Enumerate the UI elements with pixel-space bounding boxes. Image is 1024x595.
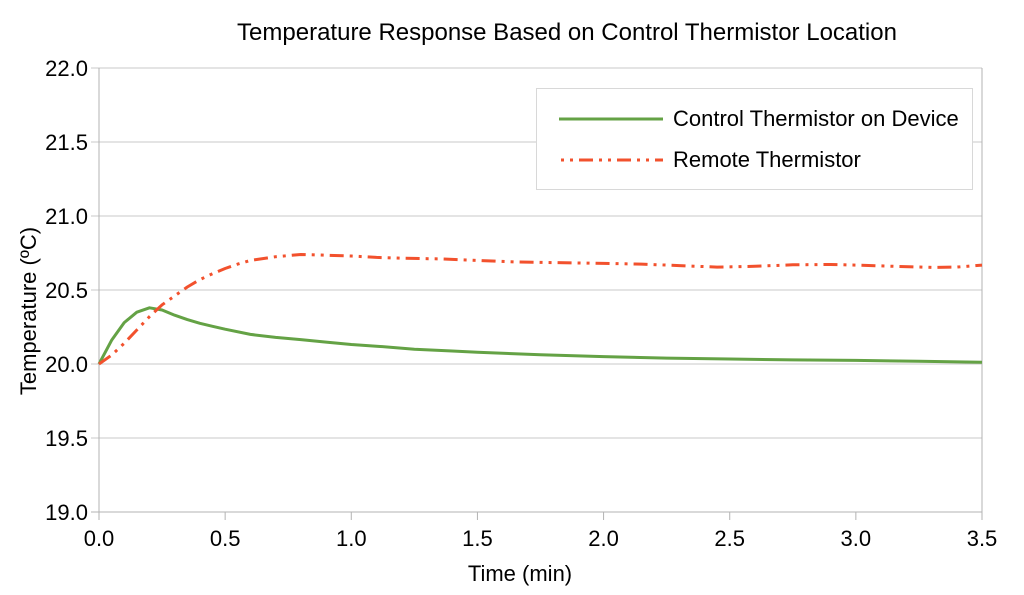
- series-line-1: [98, 253, 983, 366]
- y-tick-label: 22.0: [45, 56, 88, 81]
- y-tick-label: 19.5: [45, 426, 88, 451]
- y-tick-label: 21.5: [45, 130, 88, 155]
- legend: Control Thermistor on Device Remote Ther…: [536, 88, 973, 190]
- y-tick-label: 20.5: [45, 278, 88, 303]
- x-tick-label: 0.0: [84, 526, 115, 551]
- x-tick-label: 2.0: [588, 526, 619, 551]
- x-axis-title: Time (min): [467, 561, 573, 586]
- x-tick-label: 1.0: [336, 526, 367, 551]
- x-tick-label: 3.0: [841, 526, 872, 551]
- y-tick-label: 21.0: [45, 204, 88, 229]
- x-tick-label: 3.5: [967, 526, 998, 551]
- legend-label-remote: Remote Thermistor: [673, 146, 861, 172]
- legend-line-sample-remote: [559, 158, 663, 161]
- y-tick-label: 19.0: [45, 500, 88, 525]
- x-tick-label: 1.5: [462, 526, 493, 551]
- x-tick-label: 2.5: [714, 526, 745, 551]
- chart-title: Temperature Response Based on Control Th…: [237, 19, 897, 46]
- series-line-0: [97, 306, 983, 365]
- legend-item-remote-thermistor: Remote Thermistor: [559, 144, 972, 176]
- x-tick-label: 0.5: [210, 526, 241, 551]
- legend-label-control: Control Thermistor on Device: [673, 105, 959, 131]
- y-tick-label: 20.0: [45, 352, 88, 377]
- legend-line-sample-control: [559, 117, 663, 120]
- y-axis-title: Temperature (ºC): [16, 226, 41, 396]
- legend-item-control-thermistor: Control Thermistor on Device: [559, 103, 972, 135]
